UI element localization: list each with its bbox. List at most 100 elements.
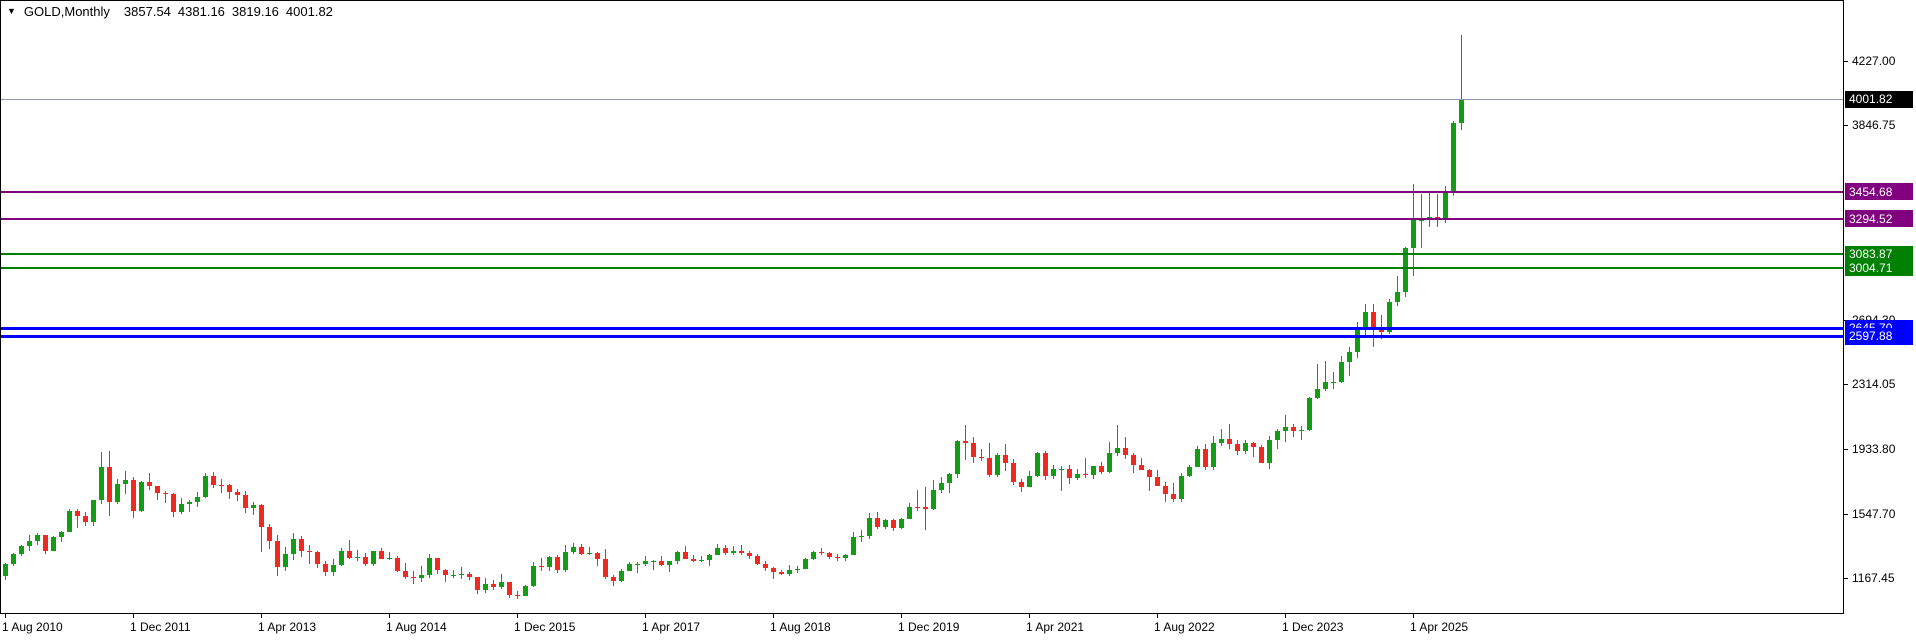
time-axis-label: 1 Aug 2014 bbox=[386, 620, 447, 634]
bear-candle-body bbox=[75, 511, 80, 516]
bid-price-line[interactable] bbox=[0, 99, 1843, 100]
candle-wick bbox=[773, 567, 774, 579]
bull-candle-body bbox=[51, 537, 56, 551]
support-line-price-label-box[interactable] bbox=[1845, 328, 1913, 345]
bull-candle-body bbox=[859, 536, 864, 537]
bull-candle-body bbox=[1275, 431, 1280, 440]
bull-candle-body bbox=[179, 504, 184, 512]
bear-candle-body bbox=[1227, 439, 1232, 444]
bull-candle-body bbox=[1267, 440, 1272, 463]
price-axis-label: 1547.70 bbox=[1852, 507, 1896, 521]
candle-wick bbox=[733, 546, 734, 555]
bear-candle-body bbox=[299, 539, 304, 551]
support-line[interactable] bbox=[0, 253, 1843, 255]
price-axis-tick bbox=[1844, 61, 1848, 62]
bear-candle-body bbox=[691, 559, 696, 561]
bear-candle-body bbox=[923, 507, 928, 509]
bull-candle-body bbox=[1107, 453, 1112, 472]
bull-candle-body bbox=[1091, 466, 1096, 475]
price-axis-tick bbox=[1844, 125, 1848, 126]
bull-candle-body bbox=[123, 480, 128, 484]
time-axis-tick bbox=[901, 614, 902, 618]
bid-price-line-price-label-box[interactable] bbox=[1845, 91, 1913, 108]
candle-wick bbox=[589, 547, 590, 555]
bull-candle-body bbox=[1299, 430, 1304, 431]
bear-candle-body bbox=[227, 485, 232, 492]
bear-candle-body bbox=[379, 551, 384, 559]
bear-candle-body bbox=[1147, 470, 1152, 477]
bull-candle-body bbox=[1027, 476, 1032, 487]
bear-candle-body bbox=[827, 553, 832, 557]
resistance-line[interactable] bbox=[0, 191, 1843, 193]
candle-wick bbox=[165, 491, 166, 503]
bear-candle-body bbox=[1011, 463, 1016, 482]
resistance-line-price-label-box[interactable] bbox=[1845, 210, 1913, 227]
price-axis[interactable]: 4227.003846.752694.302314.051933.801547.… bbox=[1844, 54, 1913, 585]
candle-wick bbox=[421, 566, 422, 582]
candle-wick bbox=[1253, 442, 1254, 457]
time-axis-label: 1 Dec 2023 bbox=[1282, 620, 1344, 634]
bull-candle-body bbox=[451, 575, 456, 576]
bull-candle-body bbox=[339, 551, 344, 565]
bull-candle-body bbox=[3, 564, 8, 576]
time-axis-tick bbox=[1029, 614, 1030, 618]
support-line[interactable] bbox=[0, 327, 1843, 330]
support-line[interactable] bbox=[0, 335, 1843, 338]
chart-dropdown-icon[interactable]: ▼ bbox=[7, 6, 16, 16]
bull-candle-body bbox=[139, 482, 144, 511]
bear-candle-body bbox=[659, 561, 664, 565]
bear-candle-body bbox=[1379, 329, 1384, 332]
candle-wick bbox=[461, 567, 462, 579]
bull-candle-body bbox=[1115, 448, 1120, 453]
candle-wick bbox=[389, 552, 390, 560]
candle-wick bbox=[1061, 466, 1062, 491]
price-axis-label: 1167.45 bbox=[1852, 571, 1895, 585]
bull-candle-body bbox=[651, 561, 656, 562]
support-line-price-label-box[interactable] bbox=[1845, 246, 1913, 263]
candle-wick bbox=[701, 556, 702, 562]
bear-candle-body bbox=[595, 553, 600, 559]
bear-candle-body bbox=[43, 535, 48, 551]
time-axis-label: 1 Aug 2022 bbox=[1154, 620, 1215, 634]
candle-wick bbox=[1325, 361, 1326, 391]
bull-candle-body bbox=[619, 571, 624, 581]
high-value: 4381.16 bbox=[177, 4, 225, 19]
candle-wick bbox=[309, 545, 310, 564]
support-line-price-label-box[interactable] bbox=[1845, 259, 1913, 276]
time-axis[interactable]: 1 Aug 2010 1 Dec 2011 1 Apr 2013 1 Aug 2014… bbox=[2, 614, 1468, 634]
bull-candle-body bbox=[547, 557, 552, 567]
candle-wick bbox=[1221, 429, 1222, 446]
price-axis-label: 3846.75 bbox=[1852, 118, 1896, 132]
bull-candle-body bbox=[1451, 123, 1456, 193]
bear-candle-body bbox=[979, 457, 984, 458]
resistance-line[interactable] bbox=[0, 218, 1843, 220]
bear-candle-body bbox=[971, 443, 976, 457]
bear-candle-body bbox=[467, 574, 472, 577]
bull-candle-body bbox=[1051, 469, 1056, 476]
open-value: 3857.54 bbox=[123, 4, 171, 19]
candle-wick bbox=[693, 555, 694, 562]
bull-candle-body bbox=[843, 555, 848, 558]
bull-candle-body bbox=[571, 547, 576, 552]
bull-candle-body bbox=[1059, 469, 1064, 470]
candle-wick bbox=[1461, 35, 1462, 130]
bull-candle-body bbox=[59, 532, 64, 537]
bear-candle-body bbox=[835, 557, 840, 558]
bull-candle-body bbox=[195, 497, 200, 502]
time-axis-tick bbox=[5, 614, 6, 618]
bear-candle-body bbox=[1083, 474, 1088, 475]
symbol-timeframe-label: GOLD,Monthly bbox=[23, 4, 110, 19]
bull-candle-body bbox=[1243, 443, 1248, 451]
resistance-line-price-label-box[interactable] bbox=[1845, 183, 1913, 200]
bear-candle-body bbox=[475, 577, 480, 590]
candle-wick bbox=[1141, 458, 1142, 470]
bear-candle-body bbox=[107, 467, 112, 502]
bull-candle-body bbox=[1355, 330, 1360, 352]
price-axis-tick bbox=[1844, 384, 1848, 385]
support-line[interactable] bbox=[0, 267, 1843, 269]
candle-wick bbox=[981, 449, 982, 461]
bear-candle-body bbox=[259, 505, 264, 527]
bear-candle-body bbox=[611, 577, 616, 581]
